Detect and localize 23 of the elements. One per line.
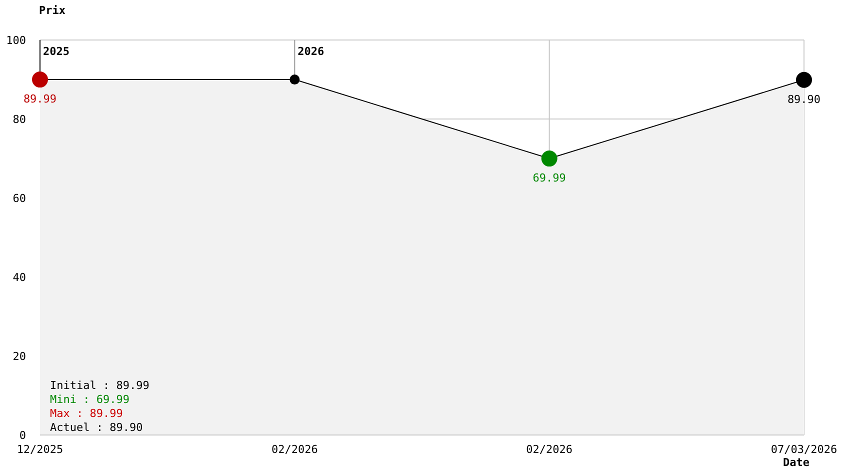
- annotation: Mini : 69.99: [50, 393, 130, 407]
- annotation: Initial : 89.99: [50, 379, 150, 393]
- point: [32, 72, 48, 88]
- data-label: 69.99: [532, 172, 566, 185]
- y-tick-label: 100: [6, 34, 26, 47]
- ref-line-label: 2026: [298, 45, 325, 58]
- x-tick-label: 02/2026: [526, 442, 573, 456]
- x-tick-label: 07/03/2026: [770, 442, 838, 456]
- y-tick-label: 20: [12, 350, 26, 363]
- annotation: Max : 89.99: [50, 407, 124, 421]
- x-tick-label: 02/2026: [271, 442, 318, 456]
- ref-line-label: 2025: [43, 45, 70, 58]
- annotation: Actuel : 89.90: [50, 421, 144, 435]
- x-tick-label: 12/2025: [16, 442, 64, 456]
- x-axis-title: Date: [783, 456, 810, 469]
- data-label: 89.90: [787, 92, 821, 106]
- data-label: 89.99: [23, 92, 57, 106]
- y-tick-label: 60: [12, 192, 26, 205]
- y-axis-title: Prix: [39, 4, 66, 17]
- point: [796, 72, 812, 88]
- y-tick-label: 80: [12, 112, 26, 126]
- y-tick-label: 0: [19, 428, 26, 442]
- y-tick-label: 40: [12, 270, 26, 284]
